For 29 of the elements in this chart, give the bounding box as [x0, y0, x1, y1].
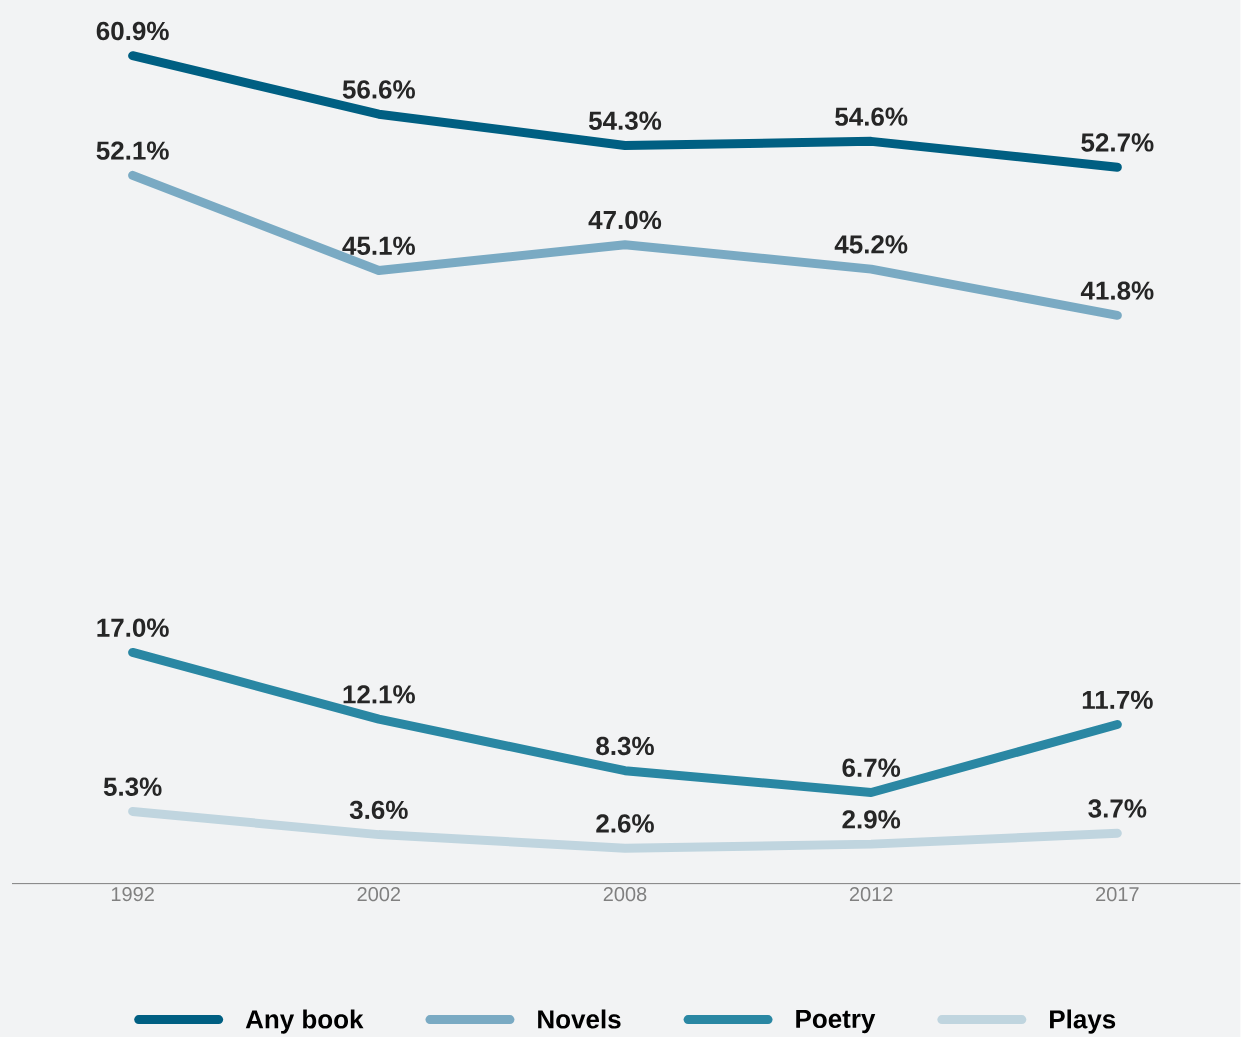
legend-label: Poetry — [796, 1009, 876, 1033]
data-label: 12.1% — [343, 684, 415, 704]
data-label: 52.7% — [1081, 133, 1154, 152]
data-label: 56.6% — [342, 80, 415, 99]
legend-label: Any book — [245, 1009, 364, 1034]
data-label: 11.7% — [1082, 690, 1153, 709]
data-label: 17.0% — [97, 618, 169, 637]
data-label: 41.8% — [1080, 281, 1154, 300]
data-label: 47.0% — [588, 210, 662, 229]
data-label: 45.2% — [834, 234, 908, 254]
legend-label: Novels — [538, 1009, 621, 1029]
data-label: 2.9% — [842, 809, 901, 829]
data-label: 45.1% — [342, 236, 415, 255]
data-label: 54.6% — [835, 107, 908, 126]
data-label: 3.6% — [349, 800, 408, 819]
x-tick-label: 2012 — [849, 886, 893, 901]
x-tick-label: 2017 — [1096, 886, 1139, 901]
x-tick-label: 1992 — [111, 886, 154, 901]
x-tick-label: 2002 — [357, 886, 401, 901]
data-label: 3.7% — [1088, 799, 1147, 818]
x-tick-label: 2008 — [603, 886, 647, 901]
legend-label: Plays — [1050, 1009, 1116, 1034]
data-label: 2.6% — [596, 814, 654, 833]
data-label: 6.7% — [842, 758, 901, 777]
data-label: 8.3% — [596, 736, 654, 755]
data-label: 60.9% — [96, 21, 169, 40]
data-label: 52.1% — [96, 141, 169, 160]
data-label: 54.3% — [588, 111, 662, 130]
data-label: 5.3% — [103, 777, 162, 796]
